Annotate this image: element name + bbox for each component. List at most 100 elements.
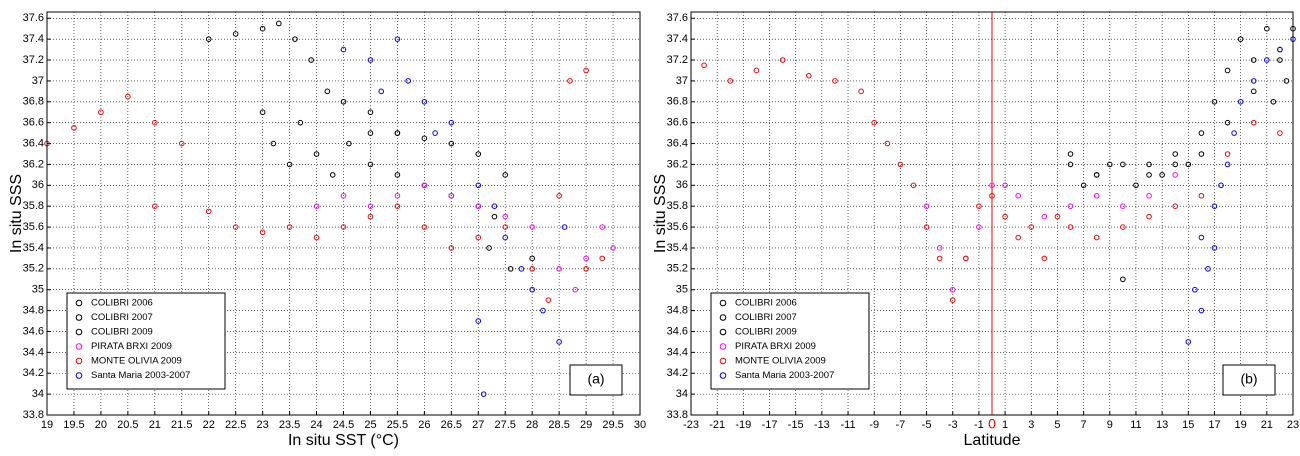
data-point bbox=[475, 203, 482, 209]
x-tick-label: -13 bbox=[814, 419, 830, 431]
x-axis-label: Latitude bbox=[964, 432, 1021, 449]
x-tick-label: 21 bbox=[149, 419, 161, 431]
data-point bbox=[1002, 182, 1008, 189]
data-point bbox=[1028, 224, 1035, 230]
data-point bbox=[259, 229, 266, 236]
legend-label: Santa Maria 2003-2007 bbox=[735, 370, 834, 381]
data-point bbox=[1120, 276, 1126, 283]
data-point bbox=[1250, 78, 1257, 84]
data-point bbox=[405, 78, 411, 84]
x-tick-label: -11 bbox=[840, 419, 855, 431]
data-point bbox=[346, 140, 352, 147]
y-tick-label: 36.2 bbox=[23, 158, 44, 170]
data-point bbox=[1067, 203, 1074, 209]
data-point bbox=[1067, 151, 1074, 157]
data-point bbox=[1172, 161, 1179, 168]
data-point bbox=[871, 119, 878, 126]
x-tick-label: 30 bbox=[634, 419, 646, 431]
data-point bbox=[1146, 192, 1152, 199]
y-tick-label: 35.4 bbox=[667, 242, 688, 254]
data-point bbox=[329, 172, 336, 178]
data-point bbox=[1264, 25, 1270, 32]
data-point bbox=[491, 213, 498, 220]
data-point bbox=[297, 119, 304, 126]
y-tick-label: 37.6 bbox=[23, 12, 44, 24]
data-point bbox=[923, 224, 930, 230]
data-point bbox=[1080, 182, 1087, 189]
data-point bbox=[1120, 203, 1126, 209]
x-tick-label: 5 bbox=[1054, 419, 1060, 431]
data-point bbox=[583, 266, 589, 272]
x-tick-label: 24.5 bbox=[333, 419, 354, 431]
data-point bbox=[1015, 234, 1021, 241]
annotation: (a) bbox=[587, 371, 604, 387]
y-tick-label: 36.4 bbox=[667, 137, 688, 149]
x-tick-label: 20 bbox=[95, 419, 107, 431]
data-point bbox=[340, 46, 347, 53]
legend-marker bbox=[719, 299, 727, 307]
data-point bbox=[1002, 213, 1008, 220]
data-point bbox=[1067, 161, 1074, 168]
y-tick-label: 34.4 bbox=[23, 346, 44, 358]
data-point bbox=[779, 57, 786, 63]
x-tick-label: -3 bbox=[948, 419, 958, 431]
data-point bbox=[884, 140, 891, 147]
x-tick-label: -5 bbox=[922, 419, 932, 431]
y-tick-label: 34.6 bbox=[23, 325, 44, 337]
data-point bbox=[1185, 339, 1192, 345]
x-tick-label: 22.5 bbox=[225, 419, 246, 431]
legend-marker bbox=[75, 314, 83, 321]
y-tick-label: 35 bbox=[676, 284, 688, 296]
data-point bbox=[286, 224, 293, 230]
data-point bbox=[529, 224, 535, 230]
x-axis-label: In situ SST (°C) bbox=[288, 432, 399, 449]
data-point bbox=[475, 182, 482, 189]
data-point bbox=[502, 234, 509, 241]
legend-box bbox=[66, 292, 226, 390]
data-point bbox=[367, 57, 374, 63]
legend-marker bbox=[719, 314, 727, 321]
data-point bbox=[805, 72, 812, 79]
legend-label: COLIBRI 2007 bbox=[735, 312, 797, 323]
x-tick-label: 26 bbox=[418, 419, 430, 431]
legend-marker bbox=[75, 328, 83, 336]
data-point bbox=[1120, 161, 1126, 168]
x-tick-label: -15 bbox=[788, 419, 804, 431]
y-tick-label: 34 bbox=[32, 388, 44, 400]
data-point bbox=[421, 182, 428, 189]
data-point bbox=[701, 62, 707, 69]
y-tick-label: 37 bbox=[676, 75, 688, 87]
data-point bbox=[1231, 130, 1237, 136]
data-point bbox=[313, 234, 320, 241]
data-point bbox=[367, 161, 374, 168]
annotation-box bbox=[569, 364, 623, 396]
data-point bbox=[421, 224, 428, 230]
y-tick-label: 35.2 bbox=[23, 263, 44, 275]
x-tick-label: 15 bbox=[1182, 419, 1194, 431]
data-point bbox=[232, 224, 239, 230]
data-point bbox=[1172, 172, 1179, 178]
x-tick-label: 24 bbox=[310, 419, 322, 431]
data-point bbox=[448, 140, 455, 147]
data-point bbox=[480, 391, 487, 397]
axes-frame bbox=[46, 11, 641, 416]
x-tick-label: 27.5 bbox=[495, 419, 516, 431]
legend-marker bbox=[719, 357, 727, 365]
data-point bbox=[976, 203, 982, 209]
data-point bbox=[1015, 192, 1021, 199]
data-point bbox=[529, 266, 535, 272]
data-point bbox=[936, 245, 943, 251]
annotation-box bbox=[1222, 364, 1276, 396]
data-point bbox=[448, 119, 455, 126]
legend-label: COLIBRI 2006 bbox=[91, 298, 153, 309]
y-tick-label: 35.6 bbox=[23, 221, 44, 233]
data-point bbox=[1277, 57, 1283, 63]
x-tick-label: -23 bbox=[683, 419, 699, 431]
data-point bbox=[567, 78, 573, 84]
data-point bbox=[923, 203, 930, 209]
x-tick-label: 13 bbox=[1156, 419, 1168, 431]
data-point bbox=[259, 25, 266, 32]
data-point bbox=[502, 213, 509, 220]
data-point bbox=[556, 339, 562, 345]
data-point bbox=[1093, 192, 1100, 199]
